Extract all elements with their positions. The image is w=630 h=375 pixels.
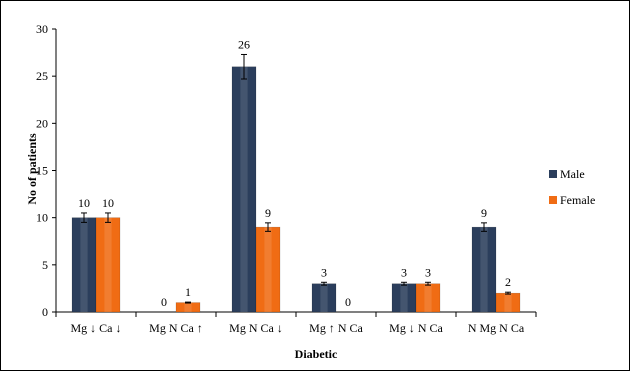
legend: Male Female	[549, 167, 595, 207]
bar-highlight	[424, 283, 432, 312]
bar-highlight	[80, 217, 88, 312]
bar-highlight	[504, 293, 512, 312]
bar-male	[391, 283, 417, 313]
bar-highlight	[320, 283, 328, 312]
data-label-male: 26	[238, 37, 250, 51]
data-label-male: 3	[321, 265, 327, 279]
y-tick-label: 20	[36, 116, 48, 130]
bar-highlight	[240, 66, 248, 312]
category-label: Mg ↓ Ca ↓	[71, 321, 122, 335]
data-label-female: 0	[345, 295, 351, 309]
y-ticks: 0 5 10 15 20 25 30	[36, 22, 56, 319]
data-label-female: 2	[505, 275, 511, 289]
data-labels: 10 10 0 1 26 9 3 0 3 3 9 2	[78, 37, 511, 309]
bar-male	[71, 217, 97, 313]
bar-highlight	[184, 302, 192, 312]
category-label: Mg ↑ N Ca	[309, 321, 363, 335]
category-label: N Mg N Ca	[468, 321, 525, 335]
data-label-male: 3	[401, 265, 407, 279]
bars	[71, 53, 521, 313]
y-tick-label: 30	[36, 22, 48, 36]
bar-male	[471, 226, 497, 313]
legend-label-female: Female	[560, 193, 595, 207]
axes	[55, 29, 537, 317]
legend-swatch-female	[549, 196, 557, 204]
y-tick-label: 15	[36, 164, 48, 178]
bar-highlight	[264, 227, 272, 312]
legend-label-male: Male	[560, 167, 585, 181]
y-tick-label: 25	[36, 69, 48, 83]
data-label-female: 10	[102, 196, 114, 210]
bar-male	[231, 66, 257, 313]
bar-highlight	[400, 283, 408, 312]
category-label: Mg N Ca ↑	[149, 321, 203, 335]
y-axis-title: No of patients	[25, 133, 39, 205]
data-label-female: 9	[265, 206, 271, 220]
bar-highlight	[480, 227, 488, 312]
data-label-female: 1	[185, 285, 191, 299]
data-label-male: 10	[78, 196, 90, 210]
bar-male	[311, 283, 337, 313]
data-label-male: 0	[161, 295, 167, 309]
data-label-female: 3	[425, 265, 431, 279]
y-tick-label: 0	[42, 305, 48, 319]
y-tick-label: 5	[42, 258, 48, 272]
bar-highlight	[104, 217, 112, 312]
y-tick-label: 10	[36, 211, 48, 225]
x-axis-title: Diabetic	[295, 347, 338, 361]
legend-swatch-male	[549, 170, 557, 178]
category-label: Mg N Ca ↓	[229, 321, 283, 335]
data-label-male: 9	[481, 206, 487, 220]
bar-female	[255, 226, 281, 313]
category-labels: Mg ↓ Ca ↓ Mg N Ca ↑ Mg N Ca ↓ Mg ↑ N Ca Mg ↓…	[71, 321, 525, 335]
category-label: Mg ↓ N Ca	[389, 321, 443, 335]
